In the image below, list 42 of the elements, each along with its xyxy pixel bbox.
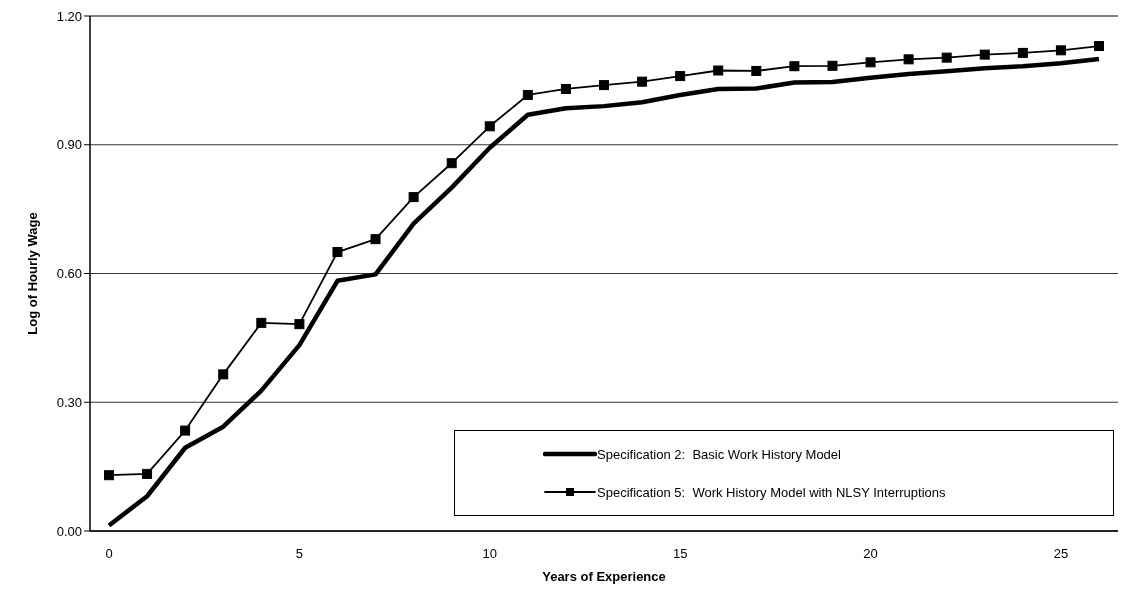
point xyxy=(789,61,800,72)
point xyxy=(294,319,305,330)
point xyxy=(446,158,457,169)
point xyxy=(522,89,533,100)
point xyxy=(1094,41,1104,52)
point xyxy=(560,83,571,94)
point xyxy=(408,192,419,203)
point xyxy=(827,60,838,71)
point xyxy=(1017,47,1028,58)
point xyxy=(903,54,914,65)
x-axis-title: Years of Experience xyxy=(542,569,666,584)
point xyxy=(751,65,762,76)
point xyxy=(370,234,381,245)
x-tick-label: 5 xyxy=(295,546,303,562)
point xyxy=(484,121,495,132)
legend-label: Specification 2: Basic Work History Model xyxy=(597,446,841,462)
point xyxy=(637,76,648,87)
point xyxy=(713,65,724,76)
y-axis-title: Log of Hourly Wage xyxy=(24,212,40,335)
y-tick-label: 0.90 xyxy=(56,137,82,153)
point xyxy=(104,470,114,481)
point xyxy=(180,425,191,436)
x-tick-label: 15 xyxy=(672,546,688,562)
point xyxy=(142,468,153,479)
point xyxy=(218,369,229,380)
point xyxy=(941,52,952,63)
y-tick-label: 1.20 xyxy=(56,8,82,24)
point xyxy=(865,57,876,68)
y-tick-label: 0.30 xyxy=(56,394,82,410)
point xyxy=(256,317,267,328)
point xyxy=(675,71,686,82)
y-tick-label: 0.00 xyxy=(56,523,82,539)
point xyxy=(979,49,990,60)
legend-label: Specification 5: Work History Model with NLSY Interruptions xyxy=(597,484,946,500)
y-tick-label: 0.60 xyxy=(56,266,82,282)
x-tick-label: 20 xyxy=(863,546,878,562)
point xyxy=(332,247,343,258)
point xyxy=(1055,45,1066,56)
x-tick-label: 0 xyxy=(105,546,113,562)
x-tick-label: 10 xyxy=(482,546,497,562)
x-tick-label: 25 xyxy=(1053,546,1069,562)
point xyxy=(599,80,609,91)
